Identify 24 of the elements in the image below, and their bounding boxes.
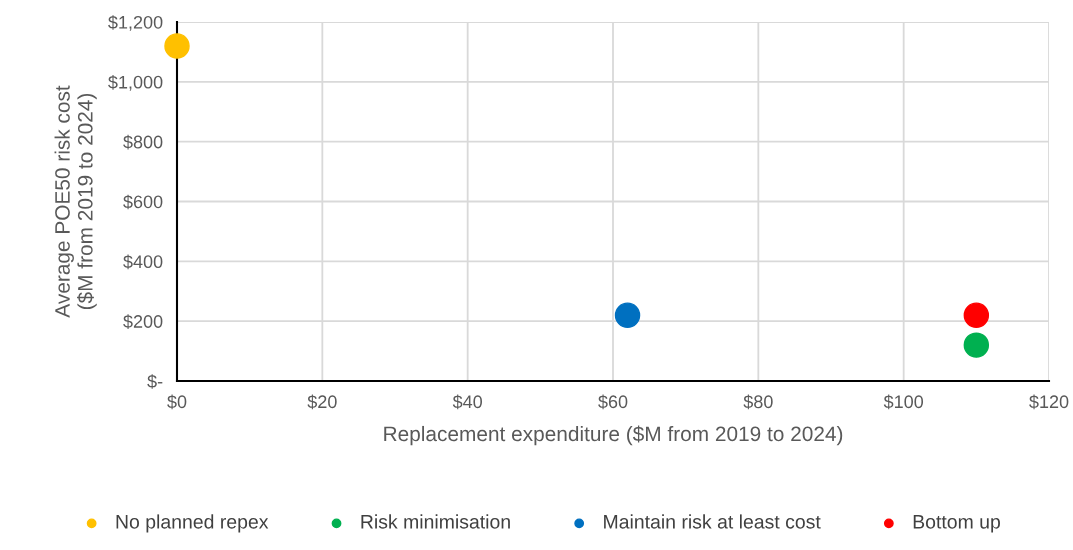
legend-label: Risk minimisation [361,514,510,529]
legend-label: Bottom up [913,515,1000,533]
point [963,302,990,328]
legend-label: Maintain risk at least cost [604,514,821,529]
y-tick-label: $600 [123,194,163,210]
y-tick-label: $1,000 [108,75,163,91]
x-tick-label: $100 [883,394,924,410]
x-axis-title: Replacement expenditure ($M from 2019 to 2024) [384,425,843,446]
x-tick-label: $20 [307,394,337,410]
y-tick-label: $200 [123,314,163,329]
x-tick-label: $40 [452,394,483,410]
point [963,332,990,358]
y-axis-title: Average POE50 risk cost ($M from 2019 to 2024) [54,85,97,318]
x-tick-label: $80 [743,394,773,410]
y-tick-label: $400 [123,254,163,270]
y-tick-label: $- [147,374,163,389]
x-tick-label: $120 [1029,394,1069,410]
point [614,302,641,328]
y-tick-label: $1,200 [108,15,163,31]
x-tick-label: $60 [598,394,628,410]
y-tick-label: $800 [123,134,163,150]
point [164,33,190,59]
legend-label: No planned repex [116,514,269,533]
x-tick-label: $0 [167,394,187,410]
